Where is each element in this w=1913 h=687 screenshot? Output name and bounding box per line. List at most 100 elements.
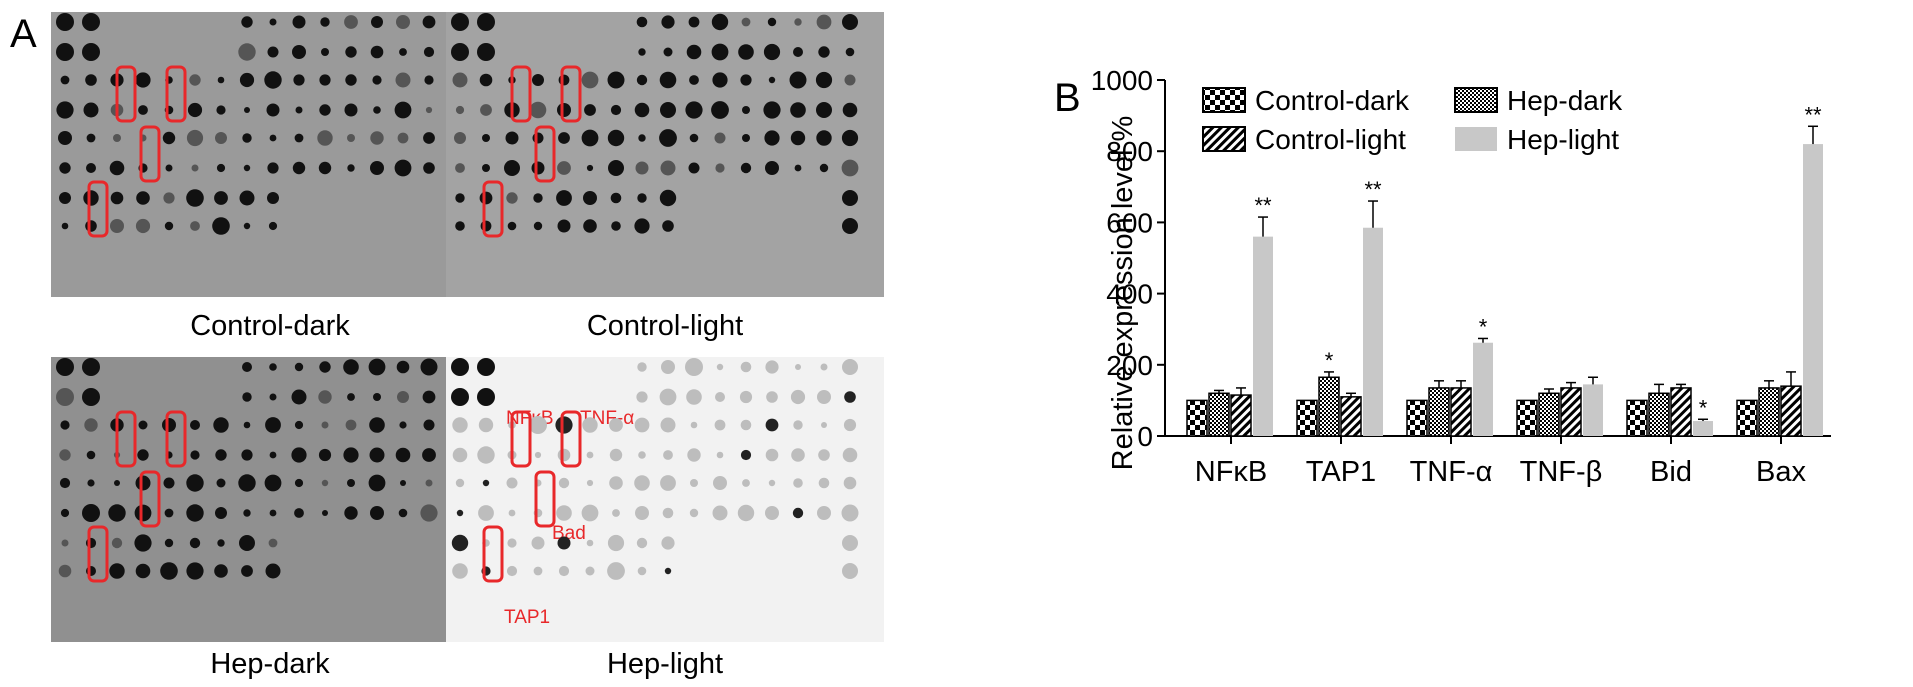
blot-spot [451, 43, 469, 61]
blot-spot [395, 72, 411, 88]
blot-spot [264, 71, 282, 89]
blot-spot [269, 509, 277, 517]
legend-label: Hep-light [1507, 124, 1619, 155]
blot-spot [85, 537, 97, 549]
y-tick-label: 1000 [1091, 70, 1153, 96]
blot-spot [737, 504, 755, 522]
blot-spot [793, 420, 803, 430]
blot-spot [842, 535, 858, 551]
blot-image-control-light [446, 12, 884, 297]
blot-spot [83, 190, 99, 206]
blot-spot [635, 506, 649, 520]
blot-spot [244, 107, 250, 113]
blot-image-hep-dark [51, 357, 489, 642]
blot-spot [556, 190, 572, 206]
blot-spot [241, 16, 253, 28]
blot-spot [817, 506, 831, 520]
blot-spot [373, 393, 381, 401]
blot-spot [842, 190, 858, 206]
blot-spot [482, 479, 490, 487]
blot-spot [60, 420, 70, 430]
bar [1626, 399, 1648, 437]
blot-spot [685, 101, 703, 119]
blot-spot [818, 477, 830, 489]
blot-spot [56, 101, 74, 119]
blot-spot [109, 160, 125, 176]
blot-spot [58, 131, 72, 145]
blot-spot [368, 474, 386, 492]
blot-spot [238, 43, 256, 61]
blot-spot [790, 130, 806, 146]
significance-mark: * [1325, 348, 1334, 373]
blot-spot [531, 536, 545, 550]
blot-image-control-dark [51, 12, 489, 297]
blot-spot [291, 389, 307, 405]
blot-spot [556, 505, 572, 521]
blot-spot [163, 477, 175, 489]
blot-spot [134, 504, 152, 522]
blot-spot [212, 217, 230, 235]
blot-spot [506, 477, 518, 489]
x-tick-label: TNF-β [1520, 456, 1603, 488]
blot-spot [842, 563, 858, 579]
blot-spot [56, 388, 74, 406]
significance-mark: * [1699, 395, 1708, 420]
blot-spot [370, 161, 384, 175]
blot-spot [712, 72, 728, 88]
blot-spot [689, 75, 699, 85]
blot-spot [581, 504, 599, 522]
blot-spot [370, 506, 384, 520]
blot-spot [816, 14, 832, 30]
blot-spot [455, 163, 465, 173]
blot-spot [82, 43, 100, 61]
blot-spot [765, 506, 779, 520]
blot-spot [635, 161, 649, 175]
blot-spot [162, 131, 176, 145]
blot-spot [319, 361, 331, 373]
bar [1736, 399, 1758, 437]
blot-background [51, 357, 489, 642]
blot-spot [267, 162, 279, 174]
blot-spot [424, 75, 434, 85]
blot-spot [817, 390, 831, 404]
blot-svg-hep-dark [51, 357, 489, 642]
highlight-box [87, 525, 109, 583]
bar [1538, 392, 1560, 437]
highlight-box [560, 410, 582, 468]
blot-spot [451, 358, 469, 376]
blot-spot [558, 565, 570, 577]
blot-spot [213, 417, 229, 433]
blot-spot [111, 537, 123, 549]
blot-spot [292, 15, 306, 29]
blot-spot [456, 509, 464, 517]
blot-spot [372, 75, 382, 85]
blot-spot [345, 419, 357, 431]
blot-spot [269, 451, 277, 459]
blot-spot [317, 130, 333, 146]
blot-spot [455, 193, 465, 203]
blot-spot [663, 450, 673, 460]
blot-spot [268, 538, 278, 548]
blot-spot [636, 16, 648, 28]
blot-spot [394, 101, 412, 119]
blot-spot [478, 417, 494, 433]
blot-spot [345, 46, 357, 58]
blot-spot [690, 421, 698, 429]
blot-spot [689, 133, 699, 143]
blot-spot [455, 478, 465, 488]
blot-spot [557, 103, 571, 117]
blot-spot [86, 133, 96, 143]
blot-spot [765, 448, 779, 462]
blot-spot [345, 74, 357, 86]
blot-spot [243, 222, 251, 230]
y-tick-label: 600 [1106, 207, 1153, 238]
blot-spot [59, 477, 71, 489]
blot-spot [533, 221, 543, 231]
blot-spot [742, 106, 750, 114]
blot-spot [557, 161, 571, 175]
blot-spot [740, 361, 752, 373]
legend-swatch [1202, 87, 1246, 113]
highlight-box [482, 180, 504, 238]
blot-spot [320, 17, 330, 27]
blot-spot [533, 193, 543, 203]
